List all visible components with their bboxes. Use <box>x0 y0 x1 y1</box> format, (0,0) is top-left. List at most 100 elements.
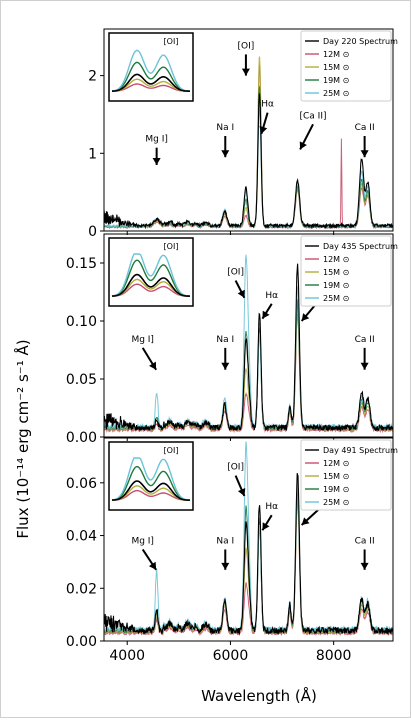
inset: [OI] <box>108 441 194 511</box>
y-tick-label: 2 <box>88 69 97 85</box>
annotation-label: [Ca II] <box>300 111 327 121</box>
annotation-label: Ca II <box>355 335 375 345</box>
inset-line-obs <box>111 273 191 297</box>
annotation-label: [OI] <box>238 41 255 51</box>
annotation-arrow-head <box>237 487 246 496</box>
legend-label: Day 435 Spectrum <box>323 242 398 251</box>
legend-label: 12M ⊙ <box>323 50 349 59</box>
annotation-arrow-head <box>237 289 245 298</box>
legend-label: 19M ⊙ <box>323 281 349 290</box>
annotation-arrow-head <box>299 141 307 150</box>
x-tick-label: 8000 <box>316 648 352 664</box>
legend-label: Day 220 Spectrum <box>323 37 398 46</box>
x-tick-label: 6000 <box>213 648 249 664</box>
legend-label: 12M ⊙ <box>323 459 349 468</box>
panel-frame <box>103 28 394 232</box>
inset-line-obs <box>112 73 190 92</box>
inset-label: [OI] <box>164 446 179 455</box>
legend-label: 15M ⊙ <box>323 268 349 277</box>
panel-3: 0.00 0.02 0.04 0.06 4000 6000 8000 Mg I] Na I [OI… <box>66 437 398 664</box>
annotation-arrow-head <box>301 313 310 321</box>
x-axis-label: Wavelength (Å) <box>201 686 317 705</box>
annotation-arrow-head <box>360 362 369 370</box>
legend-label: 15M ⊙ <box>323 472 349 481</box>
legend-label: 15M ⊙ <box>323 63 349 72</box>
y-tick-label: 0.15 <box>66 256 97 272</box>
legend-label: 19M ⊙ <box>323 76 349 85</box>
inset-line-m15 <box>111 78 190 92</box>
annotation-label: Mg I] <box>131 536 154 546</box>
legend-frame <box>300 439 392 511</box>
legend-label: 25M ⊙ <box>323 498 349 507</box>
panel-1: 0 1 2 Mg I] Na I [OI] Hα [Ca II] Ca II [OI] Day 22… <box>88 28 398 240</box>
legend-frame <box>300 30 392 102</box>
legend: Day 491 Spectrum 12M ⊙ 15M ⊙ 19M ⊙ 25M ⊙ <box>300 439 398 511</box>
annotation-label: Na I <box>216 123 234 133</box>
legend-frame <box>300 235 392 307</box>
legend: Day 220 Spectrum 12M ⊙ 15M ⊙ 19M ⊙ 25M ⊙ <box>300 30 398 102</box>
series-line-obs <box>104 472 393 636</box>
annotation-label: Na I <box>216 335 234 345</box>
inset: [OI] <box>108 237 194 307</box>
annotation-label: Hα <box>261 100 274 110</box>
inset: [OI] <box>108 32 194 102</box>
inset-line-m19 <box>111 465 191 501</box>
annotation-label: Mg I] <box>131 335 154 345</box>
annotation-arrow-head <box>149 361 157 370</box>
annotation-label: [OI] <box>227 268 244 278</box>
series-line-obs <box>104 263 393 433</box>
y-tick-label: 0.05 <box>66 372 97 388</box>
series-line-obs <box>104 92 393 230</box>
y-tick-label: 0.00 <box>66 634 97 650</box>
annotation-arrow-head <box>148 561 157 570</box>
inset-line-m12 <box>112 83 190 92</box>
y-tick-label: 0.02 <box>66 581 97 597</box>
y-axis-label: Flux (10⁻¹⁴ erg cm⁻² s⁻¹ Å) <box>13 339 32 538</box>
inset-line-m19 <box>111 259 190 297</box>
annotation-arrow-head <box>241 68 250 76</box>
inset-line-m25 <box>111 49 191 92</box>
panel-frame <box>103 233 394 438</box>
annotation-arrow-head <box>360 562 369 570</box>
y-tick-label: 0.00 <box>66 430 97 446</box>
annotation-arrow-head <box>360 150 369 158</box>
annotation-arrow-head <box>262 522 270 531</box>
inset-line-m15 <box>111 485 190 501</box>
inset-line-m12 <box>111 489 190 501</box>
inset-line-m25 <box>111 457 191 501</box>
annotation-label: Na I <box>216 536 234 546</box>
y-tick-label: 0.10 <box>66 314 97 330</box>
legend-label: 19M ⊙ <box>323 485 349 494</box>
annotation-arrow-head <box>152 157 161 165</box>
legend-label: 12M ⊙ <box>323 255 349 264</box>
annotation-arrow-head <box>259 126 268 134</box>
inset-line-obs <box>111 480 191 501</box>
legend-label: Day 491 Spectrum <box>323 446 398 455</box>
annotation-label: Hα <box>265 291 278 301</box>
annotation-arrow-head <box>262 310 270 319</box>
annotation-label: Ca II <box>355 123 375 133</box>
y-tick-label: 0 <box>88 224 97 240</box>
legend: Day 435 Spectrum 12M ⊙ 15M ⊙ 19M ⊙ 25M ⊙ <box>300 235 398 307</box>
annotation-arrow-head <box>221 150 230 158</box>
annotation-arrow-head <box>301 517 310 525</box>
y-tick-label: 0.06 <box>66 476 97 492</box>
inset-label: [OI] <box>164 37 179 46</box>
annotation-arrow-head <box>221 562 230 570</box>
legend-label: 25M ⊙ <box>323 89 349 98</box>
x-tick-label: 4000 <box>109 648 145 664</box>
y-tick-label: 0.04 <box>66 529 97 545</box>
annotation-label: [OI] <box>227 463 244 473</box>
annotation-label: Hα <box>265 502 278 512</box>
panel-frame <box>103 437 394 642</box>
y-tick-label: 1 <box>88 146 97 162</box>
annotation-label: Ca II <box>355 536 375 546</box>
annotation-arrow-head <box>221 362 230 370</box>
inset-line-m25 <box>111 253 191 297</box>
inset-line-m12 <box>111 283 190 297</box>
inset-label: [OI] <box>164 242 179 251</box>
inset-line-m19 <box>111 61 191 92</box>
